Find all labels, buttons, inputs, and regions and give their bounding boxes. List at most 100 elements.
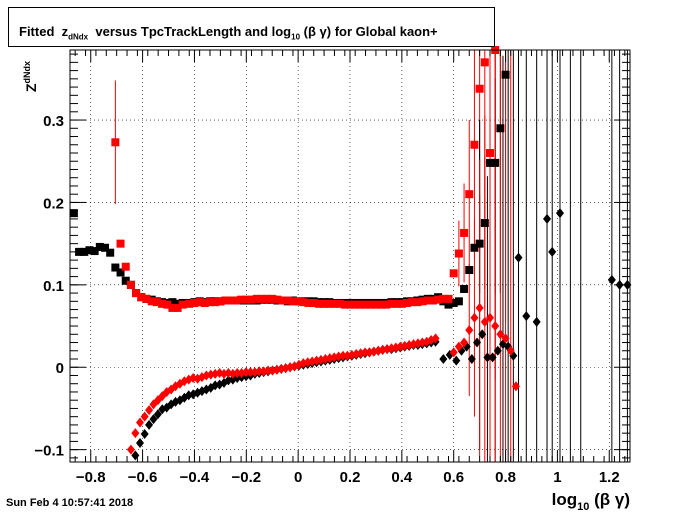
data-point-diamond [233,368,242,379]
data-point-diamond [449,347,458,358]
data-point-square [340,300,349,309]
data-point-square [454,249,463,258]
title-symbol: z [61,24,69,39]
data-point-diamond [465,325,474,336]
data-point-diamond [460,337,469,348]
data-point-diamond [496,329,505,340]
data-point-square [335,299,344,308]
data-point-square [444,294,453,303]
data-point-diamond [264,365,273,376]
data-point-square [168,298,177,307]
data-point-diamond [511,381,520,392]
data-point-square [470,243,479,252]
data-point-square [95,242,104,251]
data-point-square [168,303,177,312]
x-tick-label: 1.2 [599,469,620,486]
data-point-square [444,300,453,309]
data-point-square [226,296,235,305]
data-point-square [418,297,427,306]
data-point-diamond [467,354,476,364]
data-point-square [80,247,89,256]
data-point-square [106,248,115,257]
data-point-diamond [140,411,149,422]
data-point-diamond [478,329,487,340]
data-point-diamond [454,341,463,352]
title-middle: versus TpcTrackLength and log [95,24,292,39]
data-point-diamond [556,208,564,219]
data-point-square [216,297,225,306]
chart-title: Fitted zdNdx versus TpcTrackLength and l… [19,24,438,42]
x-axis-label: log10 (β γ) [552,490,630,513]
data-point-diamond [548,246,557,257]
x-tick-label: 0.2 [340,469,361,486]
data-point-square [111,138,120,147]
x-tick-label: −0.2 [231,469,261,486]
y-tick-label: 0 [56,360,64,377]
data-point-square [465,190,474,199]
data-point-square [382,300,391,309]
axis-ticks [70,50,630,462]
data-point-diamond [145,405,154,416]
data-point-diamond [493,345,502,356]
data-point-square [371,300,380,309]
y-tick-label: 0.2 [43,195,64,212]
data-point-square [237,295,246,304]
data-point-diamond [149,414,158,425]
data-point-square [283,296,292,305]
data-point-square [263,294,272,303]
timestamp: Sun Feb 4 10:57:41 2018 [6,497,134,509]
data-point-diamond [514,252,523,263]
title-subscript: dNdx [68,32,89,42]
data-point-square [491,158,500,167]
error-bars [114,50,628,462]
data-point-square [294,297,303,306]
data-point-square [486,149,494,157]
data-point-diamond [431,333,440,344]
data-point-diamond [473,337,482,348]
data-point-square [257,294,266,303]
data-point-square [137,293,146,302]
x-tick-label: 0 [294,469,302,486]
data-point-square [325,299,334,308]
data-point-square [449,269,458,278]
data-point-square [320,299,329,308]
data-point-diamond [255,366,264,377]
data-point-square [252,294,261,303]
data-point-square [288,297,297,306]
data-point-square [496,124,505,133]
data-point-square [152,298,161,307]
data-point-square [387,299,396,308]
x-tick-label: −0.6 [128,469,158,486]
data-point-square [90,247,99,256]
data-point-diamond [339,350,347,361]
data-point-square [75,247,84,256]
x-tick-label: −0.4 [180,469,210,486]
data-point-square [101,243,109,252]
data-markers [69,46,632,461]
data-point-diamond [140,428,149,439]
x-tick-label: 0.4 [391,469,413,486]
data-point-square [413,298,422,307]
data-point-square [403,298,412,307]
data-point-diamond [361,347,370,358]
data-point-square [69,209,78,218]
data-point-square [278,296,287,305]
data-point-diamond [126,444,135,455]
data-point-square [111,263,120,272]
data-point-diamond [506,345,515,356]
data-point-square [247,295,256,304]
data-point-square [85,246,94,255]
data-point-square [480,219,489,228]
data-point-square [273,295,282,304]
data-point-diamond [488,352,497,363]
data-point-diamond [483,352,492,363]
data-point-square [377,300,386,309]
data-point-square [486,158,494,167]
y-tick-label: 0.1 [43,278,64,295]
data-point-diamond [452,355,461,366]
data-point-square [366,300,375,309]
data-point-diamond [501,333,510,344]
data-point-square [330,299,339,308]
data-point-square [221,296,230,305]
